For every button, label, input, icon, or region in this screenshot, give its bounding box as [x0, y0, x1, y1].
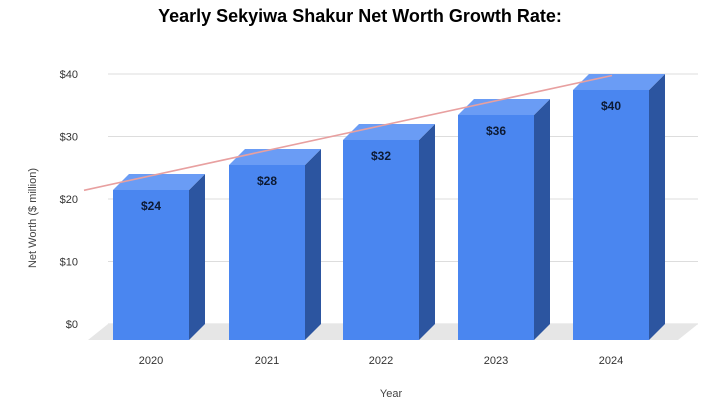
bar-side	[305, 149, 321, 340]
bar-side	[419, 124, 435, 340]
bar-front	[113, 190, 189, 340]
y-tick-label: $0	[66, 319, 78, 331]
labels: $0 $10 $20 $30 $40 $24 2020 $28 2021 $32 2022 $36 20…	[60, 69, 624, 367]
bar-top	[573, 74, 665, 90]
x-tick-label: 2024	[599, 355, 623, 367]
trendline-layer	[83, 74, 613, 192]
y-tick-label: $10	[60, 257, 78, 269]
x-tick-label: 2022	[369, 355, 393, 367]
x-tick-label: 2023	[484, 355, 508, 367]
bar-front	[458, 115, 534, 340]
bar-top	[229, 149, 321, 165]
data-label: $40	[601, 99, 621, 113]
trendline	[83, 74, 613, 192]
x-tick-label: 2020	[139, 355, 163, 367]
data-label: $24	[141, 199, 161, 213]
data-label: $28	[257, 174, 277, 188]
x-tick-label: 2021	[255, 355, 279, 367]
bar-side	[189, 174, 205, 340]
chart-title: Yearly Sekyiwa Shakur Net Worth Growth R…	[158, 6, 562, 26]
bar-top	[343, 124, 435, 140]
bar-top	[458, 99, 550, 115]
bar-front	[343, 140, 419, 340]
bar-front	[229, 165, 305, 340]
y-tick-label: $20	[60, 194, 78, 206]
x-axis-label: Year	[380, 388, 403, 400]
y-axis-label: Net Worth ($ million)	[27, 168, 39, 268]
bar-side	[534, 99, 550, 340]
bar-front	[573, 90, 649, 340]
data-label: $32	[371, 149, 391, 163]
y-tick-label: $30	[60, 132, 78, 144]
bars	[113, 74, 665, 340]
y-tick-label: $40	[60, 69, 78, 81]
data-label: $36	[486, 124, 506, 138]
bar-top	[113, 174, 205, 190]
bar-side	[649, 74, 665, 340]
